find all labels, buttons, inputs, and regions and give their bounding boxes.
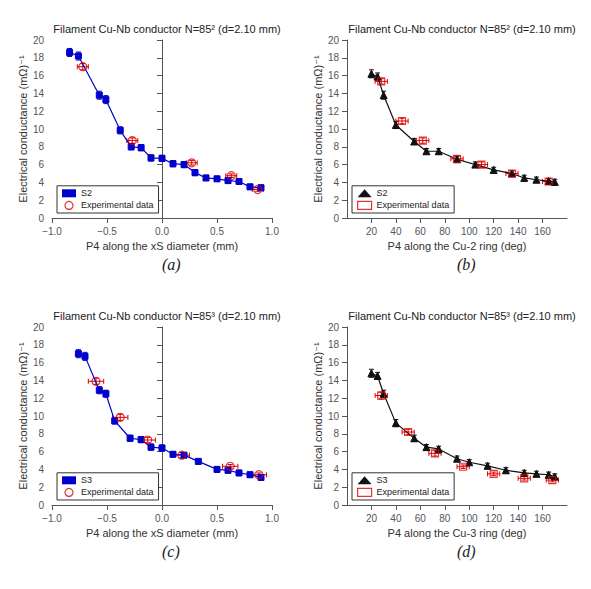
svg-text:2: 2 bbox=[38, 482, 44, 493]
svg-text:S3: S3 bbox=[81, 475, 92, 485]
svg-text:16: 16 bbox=[33, 70, 45, 81]
svg-text:P4 along the xS diameter (mm): P4 along the xS diameter (mm) bbox=[86, 240, 238, 252]
svg-text:4: 4 bbox=[38, 464, 44, 475]
svg-text:Electrical conductance (mΩ)⁻¹: Electrical conductance (mΩ)⁻¹ bbox=[312, 342, 324, 490]
svg-text:0.5: 0.5 bbox=[210, 226, 224, 237]
svg-text:−1.0: −1.0 bbox=[42, 226, 62, 237]
svg-text:120: 120 bbox=[485, 226, 502, 237]
svg-text:Electrical conductance (mΩ)⁻¹: Electrical conductance (mΩ)⁻¹ bbox=[312, 55, 324, 203]
svg-text:10: 10 bbox=[328, 411, 340, 422]
svg-text:12: 12 bbox=[328, 106, 340, 117]
svg-text:160: 160 bbox=[534, 226, 551, 237]
svg-text:0.5: 0.5 bbox=[210, 513, 224, 524]
svg-text:8: 8 bbox=[38, 141, 44, 152]
svg-text:6: 6 bbox=[38, 159, 44, 170]
svg-text:−0.5: −0.5 bbox=[97, 226, 117, 237]
svg-text:(a): (a) bbox=[162, 256, 181, 274]
svg-text:−1.0: −1.0 bbox=[42, 513, 62, 524]
svg-text:20: 20 bbox=[328, 35, 340, 46]
svg-text:80: 80 bbox=[439, 226, 451, 237]
svg-text:10: 10 bbox=[328, 124, 340, 135]
svg-text:18: 18 bbox=[328, 339, 340, 350]
svg-text:Filament Cu-Nb conductor N=85³: Filament Cu-Nb conductor N=85³ (d=2.10 m… bbox=[53, 310, 280, 322]
svg-text:100: 100 bbox=[461, 226, 478, 237]
svg-text:60: 60 bbox=[415, 513, 427, 524]
svg-text:20: 20 bbox=[366, 226, 378, 237]
svg-text:(d): (d) bbox=[457, 543, 476, 561]
svg-text:16: 16 bbox=[328, 357, 340, 368]
svg-text:20: 20 bbox=[366, 513, 378, 524]
svg-text:0: 0 bbox=[38, 500, 44, 511]
svg-text:−0.5: −0.5 bbox=[97, 513, 117, 524]
svg-text:2: 2 bbox=[333, 195, 339, 206]
svg-text:S3: S3 bbox=[377, 475, 388, 485]
svg-text:80: 80 bbox=[439, 513, 451, 524]
svg-text:20: 20 bbox=[328, 322, 340, 333]
svg-text:1.0: 1.0 bbox=[265, 226, 279, 237]
svg-text:14: 14 bbox=[33, 88, 45, 99]
svg-text:40: 40 bbox=[390, 226, 402, 237]
svg-text:60: 60 bbox=[415, 226, 427, 237]
svg-text:0: 0 bbox=[333, 500, 339, 511]
svg-text:Electrical conductance (mΩ)⁻¹: Electrical conductance (mΩ)⁻¹ bbox=[17, 342, 29, 490]
svg-text:10: 10 bbox=[33, 124, 45, 135]
svg-text:140: 140 bbox=[510, 226, 527, 237]
svg-text:S2: S2 bbox=[81, 188, 92, 198]
svg-text:140: 140 bbox=[510, 513, 527, 524]
svg-text:1.0: 1.0 bbox=[265, 513, 279, 524]
svg-text:16: 16 bbox=[33, 357, 45, 368]
svg-text:Experimental data: Experimental data bbox=[377, 200, 450, 210]
svg-text:2: 2 bbox=[38, 195, 44, 206]
svg-text:(c): (c) bbox=[162, 543, 180, 561]
svg-text:P4 along the Cu-3 ring (deg): P4 along the Cu-3 ring (deg) bbox=[388, 527, 527, 539]
svg-text:12: 12 bbox=[33, 106, 45, 117]
svg-text:20: 20 bbox=[33, 322, 45, 333]
svg-text:0: 0 bbox=[333, 213, 339, 224]
svg-text:6: 6 bbox=[333, 446, 339, 457]
svg-text:P4 along the xS diameter (mm): P4 along the xS diameter (mm) bbox=[86, 527, 238, 539]
svg-text:20: 20 bbox=[33, 35, 45, 46]
svg-text:Electrical conductance (mΩ)⁻¹: Electrical conductance (mΩ)⁻¹ bbox=[17, 55, 29, 203]
svg-text:Filament Cu-Nb conductor N=85²: Filament Cu-Nb conductor N=85² (d=2.10 m… bbox=[348, 23, 575, 35]
svg-text:Filament Cu-Nb conductor N=85³: Filament Cu-Nb conductor N=85³ (d=2.10 m… bbox=[348, 310, 575, 322]
svg-text:6: 6 bbox=[333, 159, 339, 170]
svg-text:Experimental data: Experimental data bbox=[377, 487, 450, 497]
svg-text:18: 18 bbox=[33, 52, 45, 63]
svg-text:16: 16 bbox=[328, 70, 340, 81]
svg-text:14: 14 bbox=[328, 88, 340, 99]
svg-text:12: 12 bbox=[328, 393, 340, 404]
svg-text:18: 18 bbox=[33, 339, 45, 350]
svg-text:4: 4 bbox=[333, 464, 339, 475]
svg-text:Filament Cu-Nb conductor N=85²: Filament Cu-Nb conductor N=85² (d=2.10 m… bbox=[53, 23, 280, 35]
svg-text:S2: S2 bbox=[377, 188, 388, 198]
svg-text:120: 120 bbox=[485, 513, 502, 524]
svg-text:6: 6 bbox=[38, 446, 44, 457]
svg-text:Experimental data: Experimental data bbox=[81, 487, 154, 497]
svg-text:0.0: 0.0 bbox=[155, 226, 169, 237]
svg-text:4: 4 bbox=[333, 177, 339, 188]
svg-text:P4 along the Cu-2 ring (deg): P4 along the Cu-2 ring (deg) bbox=[388, 240, 527, 252]
svg-text:0: 0 bbox=[38, 213, 44, 224]
svg-text:100: 100 bbox=[461, 513, 478, 524]
svg-text:(b): (b) bbox=[457, 256, 476, 274]
svg-text:2: 2 bbox=[333, 482, 339, 493]
svg-text:14: 14 bbox=[33, 375, 45, 386]
svg-text:14: 14 bbox=[328, 375, 340, 386]
svg-text:0.0: 0.0 bbox=[155, 513, 169, 524]
svg-text:10: 10 bbox=[33, 411, 45, 422]
svg-text:18: 18 bbox=[328, 52, 340, 63]
svg-text:12: 12 bbox=[33, 393, 45, 404]
svg-text:8: 8 bbox=[333, 141, 339, 152]
svg-text:8: 8 bbox=[333, 428, 339, 439]
svg-text:8: 8 bbox=[38, 428, 44, 439]
svg-text:160: 160 bbox=[534, 513, 551, 524]
svg-text:40: 40 bbox=[390, 513, 402, 524]
svg-text:4: 4 bbox=[38, 177, 44, 188]
svg-text:Experimental data: Experimental data bbox=[81, 200, 154, 210]
